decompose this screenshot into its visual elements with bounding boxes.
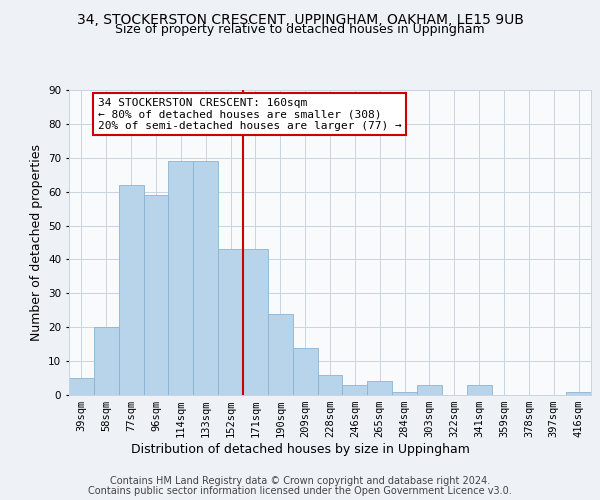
Bar: [218, 250, 243, 395]
Text: 34 STOCKERSTON CRESCENT: 160sqm
← 80% of detached houses are smaller (308)
20% o: 34 STOCKERSTON CRESCENT: 160sqm ← 80% of…: [98, 98, 401, 131]
Y-axis label: Number of detached properties: Number of detached properties: [29, 144, 43, 341]
Text: Contains HM Land Registry data © Crown copyright and database right 2024.: Contains HM Land Registry data © Crown c…: [110, 476, 490, 486]
Bar: [293, 348, 317, 395]
Bar: [392, 392, 417, 395]
Text: Distribution of detached houses by size in Uppingham: Distribution of detached houses by size …: [131, 442, 469, 456]
Bar: [243, 250, 268, 395]
Text: Size of property relative to detached houses in Uppingham: Size of property relative to detached ho…: [115, 23, 485, 36]
Bar: [467, 385, 491, 395]
Bar: [367, 382, 392, 395]
Bar: [317, 374, 343, 395]
Bar: [268, 314, 293, 395]
Bar: [566, 392, 591, 395]
Bar: [169, 161, 193, 395]
Text: Contains public sector information licensed under the Open Government Licence v3: Contains public sector information licen…: [88, 486, 512, 496]
Bar: [143, 195, 169, 395]
Bar: [69, 378, 94, 395]
Bar: [119, 185, 143, 395]
Bar: [193, 161, 218, 395]
Bar: [94, 327, 119, 395]
Text: 34, STOCKERSTON CRESCENT, UPPINGHAM, OAKHAM, LE15 9UB: 34, STOCKERSTON CRESCENT, UPPINGHAM, OAK…: [77, 12, 523, 26]
Bar: [417, 385, 442, 395]
Bar: [343, 385, 367, 395]
